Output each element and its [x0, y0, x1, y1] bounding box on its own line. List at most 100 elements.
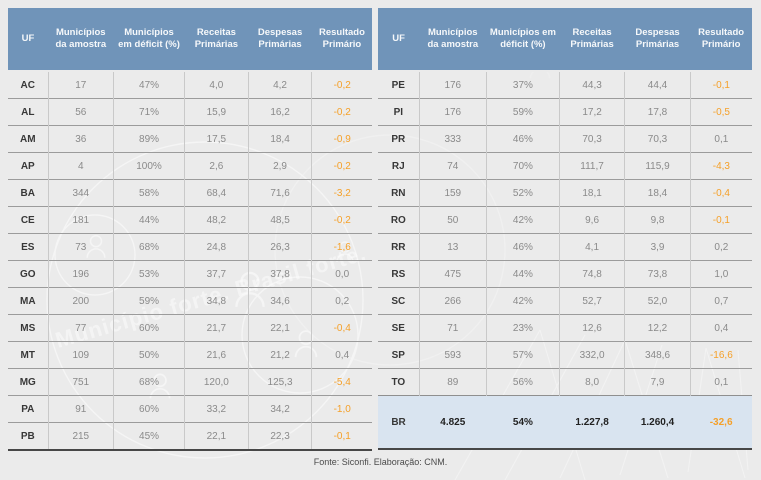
value-cell: -0,2 — [311, 206, 372, 234]
uf-cell: AM — [8, 125, 49, 153]
value-cell: 56% — [485, 368, 560, 396]
value-cell: 50% — [113, 341, 185, 369]
value-cell: 18,4 — [247, 125, 312, 153]
value-cell: 12,6 — [558, 314, 625, 342]
uf-cell: RN — [378, 179, 420, 207]
table-row: PB 215 45% 22,1 22,3 -0,1 — [8, 422, 372, 451]
value-cell: 332,0 — [558, 341, 625, 369]
table-row: RR 13 46% 4,1 3,9 0,2 — [378, 233, 752, 261]
value-cell: -4,3 — [689, 152, 752, 180]
value-cell: 59% — [485, 98, 560, 126]
table-row: SC 266 42% 52,7 52,0 0,7 — [378, 287, 752, 315]
value-cell: 44,4 — [624, 71, 691, 99]
value-cell: 44% — [113, 206, 185, 234]
value-cell: 18,1 — [558, 179, 625, 207]
value-cell: 37% — [485, 71, 560, 99]
header-row: UF Municípios da amostra Municípios em d… — [378, 8, 752, 72]
value-cell: 4 — [47, 152, 114, 180]
value-cell: 111,7 — [558, 152, 625, 180]
table-row: SE 71 23% 12,6 12,2 0,4 — [378, 314, 752, 342]
value-cell: 46% — [485, 125, 560, 153]
value-cell: 73,8 — [624, 260, 691, 288]
value-cell: 37,8 — [247, 260, 312, 288]
value-cell: 0,4 — [311, 341, 372, 369]
table-row: RS 475 44% 74,8 73,8 1,0 — [378, 260, 752, 288]
value-cell: -0,1 — [689, 71, 752, 99]
value-cell: 751 — [47, 368, 114, 396]
value-cell: 18,4 — [624, 179, 691, 207]
uf-cell: BA — [8, 179, 49, 207]
col-header-municipios-amostra: Municípios da amostra — [419, 8, 487, 72]
value-cell: 22,1 — [184, 422, 249, 451]
value-cell: 54% — [486, 395, 560, 450]
table-row: BA 344 58% 68,4 71,6 -3,2 — [8, 179, 372, 207]
value-cell: 74,8 — [558, 260, 625, 288]
uf-cell: CE — [8, 206, 49, 234]
value-cell: 176 — [418, 98, 487, 126]
value-cell: 58% — [113, 179, 185, 207]
col-header-municipios-deficit: Municípios em déficit (%) — [486, 8, 560, 72]
value-cell: 77 — [47, 314, 114, 342]
value-cell: 13 — [418, 233, 487, 261]
uf-cell: SC — [378, 287, 420, 315]
value-cell: -1,0 — [311, 395, 372, 423]
uf-cell: PE — [391, 79, 405, 91]
col-header-uf: UF — [8, 8, 49, 72]
value-cell: 475 — [418, 260, 487, 288]
value-cell: 22,3 — [247, 422, 312, 451]
value-cell: 0,2 — [311, 287, 372, 315]
value-cell: 44,3 — [558, 71, 625, 99]
value-cell: 36 — [47, 125, 114, 153]
value-cell: 2,6 — [184, 152, 249, 180]
value-cell: 70,3 — [558, 125, 625, 153]
value-cell: 15,9 — [184, 98, 249, 126]
value-cell: 89 — [418, 368, 487, 396]
value-cell: 9,6 — [558, 206, 625, 234]
table-row: SP 593 57% 332,0 348,6 -16,6 — [378, 341, 752, 369]
value-cell: 0,7 — [689, 287, 752, 315]
value-cell: 34,8 — [184, 287, 249, 315]
value-cell: 7,9 — [624, 368, 691, 396]
value-cell: 46% — [485, 233, 560, 261]
value-cell: 17,2 — [558, 98, 625, 126]
value-cell: 593 — [418, 341, 487, 369]
value-cell: 52,0 — [624, 287, 691, 315]
table-row: ES 73 68% 24,8 26,3 -1,6 — [8, 233, 372, 261]
value-cell: 4.825 — [419, 395, 487, 450]
value-cell: 24,8 — [184, 233, 249, 261]
value-cell: 181 — [47, 206, 114, 234]
uf-cell: ES — [8, 233, 49, 261]
value-cell: 71% — [113, 98, 185, 126]
value-cell: 100% — [113, 152, 185, 180]
value-cell: -16,6 — [689, 341, 752, 369]
uf-cell: PA — [8, 395, 49, 423]
value-cell: 8,0 — [558, 368, 625, 396]
value-cell: 42% — [485, 206, 560, 234]
value-cell: 176 — [418, 71, 487, 99]
col-header-resultado-primario: Resultado Primário — [690, 8, 752, 72]
uf-cell: MA — [8, 287, 49, 315]
table-row: PE 176 37% 44,3 44,4 -0,1 — [378, 71, 752, 99]
table-row: TO 89 56% 8,0 7,9 0,1 — [378, 368, 752, 396]
value-cell: 70% — [485, 152, 560, 180]
col-header-despesas-primarias: Despesas Primárias — [248, 8, 312, 72]
table-row: RJ 74 70% 111,7 115,9 -4,3 — [378, 152, 752, 180]
value-cell: 215 — [47, 422, 114, 451]
value-cell: 21,6 — [184, 341, 249, 369]
source-note: Fonte: Siconfi. Elaboração: CNM. — [313, 457, 448, 467]
value-cell: 34,2 — [247, 395, 312, 423]
uf-cell: MT — [8, 341, 49, 369]
value-cell: 4,2 — [247, 71, 312, 99]
uf-cell: GO — [8, 260, 49, 288]
table-row: AC 17 47% 4,0 4,2 -0,2 — [8, 71, 372, 99]
fiscal-table-right: UF Municípios da amostra Municípios em d… — [378, 8, 752, 450]
uf-cell: RJ — [378, 152, 420, 180]
totals-row-br: BR 4.825 54% 1.227,8 1.260,4 -32,6 — [378, 395, 752, 450]
table-row: PI 176 59% 17,2 17,8 -0,5 — [378, 98, 752, 126]
value-cell: 1,0 — [689, 260, 752, 288]
table-row: CE 181 44% 48,2 48,5 -0,2 — [8, 206, 372, 234]
value-cell: 120,0 — [184, 368, 249, 396]
value-cell: -0,2 — [311, 98, 372, 126]
table-body-right: PE 176 37% 44,3 44,4 -0,1 PI 176 59% 17,2 17,8 -0,5… — [378, 71, 752, 396]
col-header-resultado-primario: Resultado Primário — [311, 8, 372, 72]
